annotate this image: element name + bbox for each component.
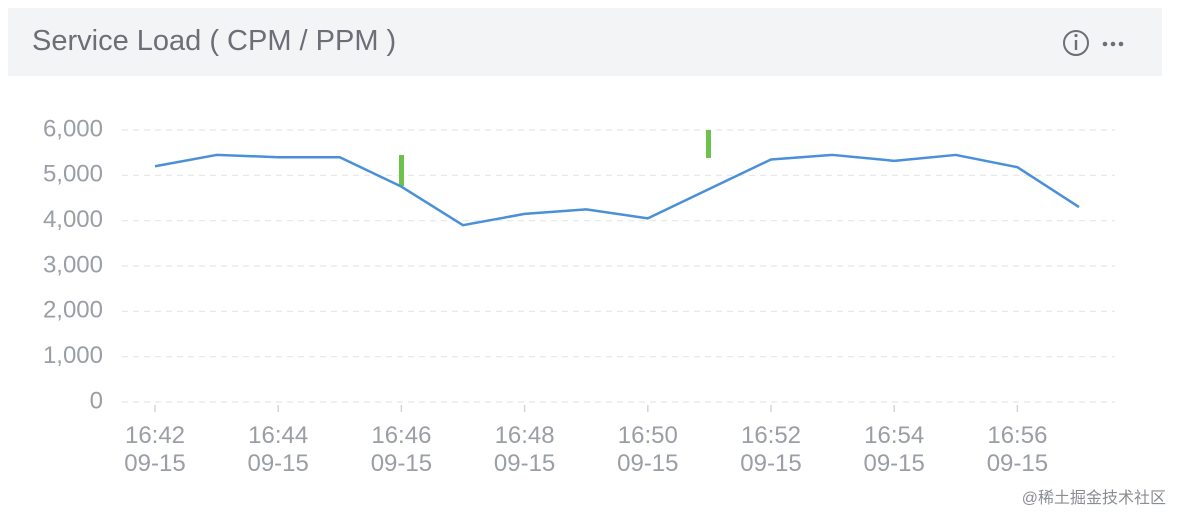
- x-tick-label: 16:54 09-15: [863, 422, 925, 477]
- event-marker: [706, 130, 711, 158]
- x-tick-label: 16:50 09-15: [617, 422, 679, 477]
- watermark: @稀土掘金技术社区: [1021, 490, 1166, 507]
- panel-title: Service Load ( CPM / PPM ): [32, 25, 397, 57]
- y-tick-label: 6,000: [43, 115, 103, 142]
- header-icons: [1063, 30, 1124, 56]
- y-tick-label: 2,000: [43, 297, 103, 324]
- line: [154, 153, 1080, 227]
- y-tick-label: 4,000: [43, 206, 103, 233]
- y-tick-label: 5,000: [43, 161, 103, 188]
- x-tick-label: 16:48 09-15: [493, 422, 556, 477]
- x-tick-label: 16:52 09-15: [740, 422, 802, 477]
- x-tick-label: 16:44 09-15: [247, 422, 309, 477]
- info-icon-dot: [1074, 33, 1078, 38]
- y-tick-label: 1,000: [43, 342, 103, 369]
- y-tick-label: 0: [90, 387, 103, 414]
- x-tick-label: 16:46 09-15: [370, 422, 433, 477]
- x-tick-label: 16:42 09-15: [124, 422, 186, 477]
- event-marker: [399, 155, 404, 186]
- info-icon[interactable]: [1063, 30, 1089, 56]
- y-tick-label: 3,000: [43, 251, 103, 278]
- x-tick-label: 16:56 09-15: [986, 422, 1049, 477]
- more-icon[interactable]: [1102, 41, 1124, 47]
- panel-header: Service Load ( CPM / PPM ): [8, 8, 1162, 76]
